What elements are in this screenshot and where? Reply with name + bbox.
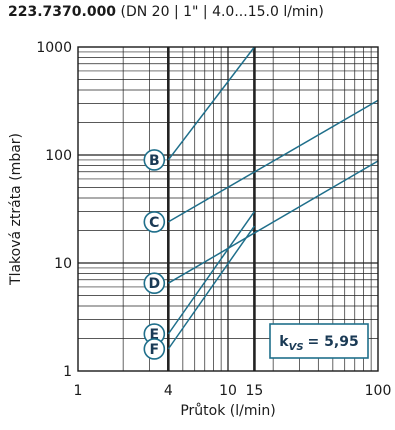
y-axis-title: Tlaková ztráta (mbar) xyxy=(8,133,24,286)
y-tick-label: 100 xyxy=(45,148,72,164)
tick-labels: 1 4 10 15 100 1 10 100 1000 xyxy=(36,40,391,399)
x-tick-label: 1 xyxy=(74,383,83,399)
series-label: D xyxy=(148,276,160,292)
series-marker-b: B xyxy=(143,149,166,171)
grid xyxy=(78,47,378,371)
x-tick-label: 100 xyxy=(365,383,392,399)
kvs-box-frame xyxy=(269,323,369,359)
series-marker-circle xyxy=(143,149,166,171)
x-tick-label: 15 xyxy=(245,383,263,399)
chart-header: 223.7370.000 (DN 20 | 1" | 4.0...15.0 l/… xyxy=(8,4,324,20)
y-tick-label: 1 xyxy=(63,364,72,380)
x-tick-label: 4 xyxy=(164,383,173,399)
series-label: F xyxy=(150,342,160,358)
x-axis-title: Průtok (l/min) xyxy=(180,403,275,419)
series-marker-c: C xyxy=(143,211,166,233)
series-line-b xyxy=(167,46,255,161)
kvs-value: kVS = 5,95 xyxy=(279,334,358,353)
product-spec: (DN 20 | 1" | 4.0...15.0 l/min) xyxy=(120,4,324,20)
curves: B C D EF xyxy=(143,46,379,360)
series-label: C xyxy=(149,215,159,231)
series-line-e xyxy=(167,211,256,335)
product-code: 223.7370.000 xyxy=(8,4,117,20)
y-tick-label: 1000 xyxy=(36,40,72,56)
plot-frame xyxy=(77,46,379,372)
series-marker-circle xyxy=(143,338,166,360)
x-tick-label: 10 xyxy=(219,383,237,399)
series-label: B xyxy=(149,153,160,169)
series-marker-d: D xyxy=(143,272,166,295)
series-marker-circle xyxy=(143,211,166,233)
series-line-f xyxy=(167,225,256,350)
kvs-annotation: kVS = 5,95 xyxy=(269,323,369,359)
series-line-c xyxy=(167,99,379,223)
series-line-d xyxy=(167,160,379,284)
series-marker-circle xyxy=(143,272,166,295)
series-label: E xyxy=(150,327,160,343)
series-marker-f: F xyxy=(143,338,166,360)
y-tick-label: 10 xyxy=(54,256,72,272)
